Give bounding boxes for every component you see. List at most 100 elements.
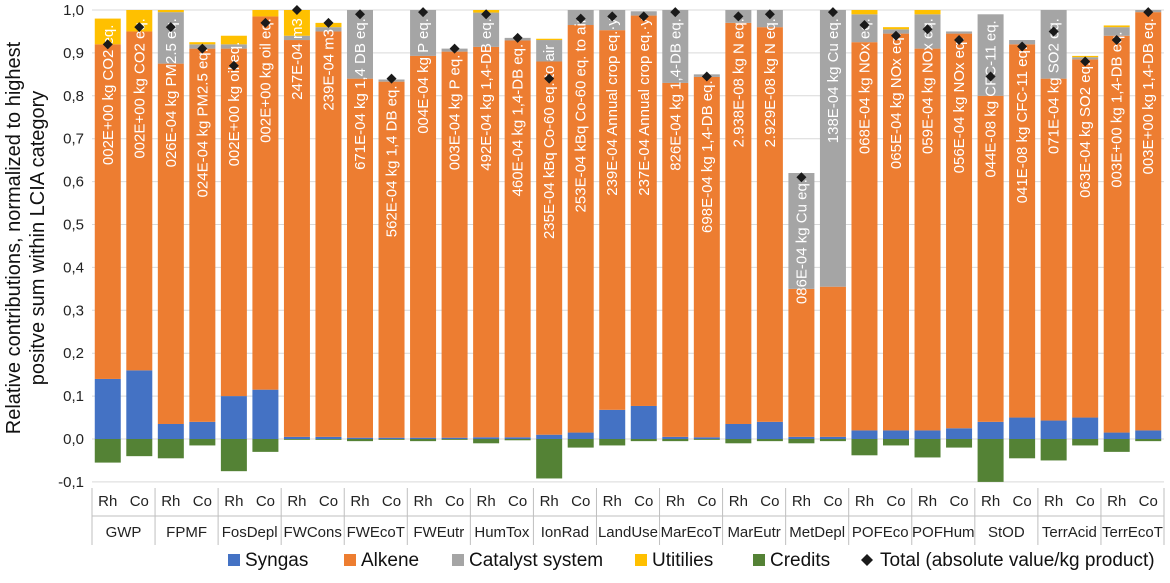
bar-segment-alkene [788, 288, 815, 437]
x-subgroup-label: Rh [855, 493, 874, 510]
bar-segment-alkene [819, 286, 846, 437]
bar-segment-utilities [1103, 25, 1130, 28]
total-marker [481, 9, 492, 20]
bar-segment-credits [599, 439, 626, 446]
bar-value-label: 041E-08 kg CFC-11 eq. [1014, 46, 1031, 203]
bar-value-label: 002E+00 kg CO2 eq. [100, 25, 117, 166]
bar-segment-credits [914, 439, 941, 458]
bar-value-label: 247E-04 m3 [289, 18, 306, 100]
bar-segment-syngas [1040, 420, 1067, 439]
bar-segment-syngas [1135, 430, 1162, 439]
bar-segment-catalyst [1103, 27, 1130, 36]
bar-segment-syngas [599, 409, 626, 439]
bar-segment-alkene [126, 31, 153, 371]
bar-segment-alkene [94, 44, 121, 379]
total-marker [1048, 26, 1059, 37]
bar-segment-alkene [252, 16, 279, 390]
x-subgroup-label: Rh [98, 493, 117, 510]
total-marker [859, 20, 870, 31]
bar-segment-syngas [662, 436, 689, 439]
x-subgroup-label: Co [1013, 493, 1032, 510]
bar-segment-syngas [851, 430, 878, 439]
x-category-label: POFEco [852, 524, 909, 541]
bar-segment-syngas [473, 437, 500, 439]
bar-segment-catalyst [536, 40, 563, 62]
bar-value-labels: 002E+00 kg CO2 eq. 002E+00 kg CO2 eq. 026E… [100, 18, 1157, 304]
bar-segment-catalyst [946, 31, 973, 34]
x-category-label: FosDepl [222, 524, 278, 541]
legend-swatch [344, 554, 356, 566]
y-tick-label: 0,3 [63, 302, 84, 319]
x-subgroup-label: Rh [1107, 493, 1126, 510]
y-tick-label: 0,1 [63, 388, 84, 405]
bar-segment-alkene [662, 82, 689, 437]
bar-segment-credits [1135, 439, 1162, 442]
bar-segment-alkene [473, 46, 500, 438]
bar-segment-alkene [914, 48, 941, 431]
x-subgroup-label: Co [256, 493, 275, 510]
bar-segment-credits [315, 439, 342, 440]
x-category-label: FPMF [166, 524, 207, 541]
total-marker [1111, 35, 1122, 46]
total-marker [607, 11, 618, 22]
bar-segment-syngas [504, 437, 531, 439]
total-marker [670, 7, 681, 18]
x-category-label: IonRad [541, 524, 589, 541]
legend-swatch [452, 554, 464, 566]
bar-segment-catalyst [283, 35, 310, 41]
bar-segment-syngas [220, 396, 247, 439]
x-subgroup-label: Rh [792, 493, 811, 510]
bar-segment-syngas [883, 430, 909, 439]
bar-segment-alkene [504, 40, 531, 438]
total-marker [701, 71, 712, 82]
bar-segment-alkene [1103, 35, 1130, 433]
bar-segment-syngas [819, 436, 846, 439]
x-subgroup-label: Co [571, 493, 590, 510]
bar-segment-credits [788, 439, 815, 444]
total-markers [102, 5, 1154, 183]
bar-segment-utilities [252, 10, 279, 17]
bar-segment-utilities [851, 10, 878, 15]
x-subgroup-label: Co [193, 493, 212, 510]
bar-segment-credits [441, 439, 468, 440]
bar-segment-syngas [189, 421, 216, 439]
total-marker [102, 39, 113, 50]
bar-segment-credits [946, 439, 973, 448]
total-marker [764, 9, 775, 20]
total-marker [197, 43, 208, 54]
bar-segment-utilities [189, 42, 216, 45]
bar-value-label: 002E+00 kg CO2 eq. [131, 18, 148, 159]
bar-segment-syngas [977, 421, 1004, 439]
bar-segment-syngas [1072, 417, 1099, 439]
x-category-label: FWEcoT [347, 524, 405, 541]
legend-label: Total (absolute value/kg product) [880, 550, 1155, 571]
bar-value-label: 068E-04 kg NOx eq. [856, 18, 873, 154]
bar-segment-catalyst [410, 10, 437, 56]
total-marker [228, 60, 239, 71]
bar-segment-alkene [220, 48, 247, 397]
bar-segment-syngas [252, 389, 279, 439]
bar-segment-credits [851, 439, 878, 456]
bar-segment-syngas [536, 434, 563, 439]
axes: -0,1 0,0 0,1 0,2 0,3 0,4 0,5 0,6 0,7 0,8 0,9 1,0 Rel… [3, 2, 1165, 545]
total-marker [134, 22, 145, 33]
bar-value-label: 492E-04 kg 1,4-DB eq. [478, 18, 495, 171]
x-subgroup-label: Co [1139, 493, 1158, 510]
x-category-label: StOD [988, 524, 1025, 541]
legend-label: Syngas [245, 550, 308, 571]
x-subgroup-label: Co [886, 493, 905, 510]
bar-value-label: 024E-04 kg PM2.5 eq. [194, 48, 211, 197]
bar-segment-catalyst [662, 10, 689, 83]
bar-segment-syngas [1103, 432, 1130, 439]
bar-segment-credits [189, 439, 216, 446]
x-subgroup-label: Rh [1044, 493, 1063, 510]
bar-value-label: 253E-04 kBq Co-60 eq. to air [573, 18, 590, 212]
legend-swatch [753, 554, 765, 566]
bar-value-label: 059E-04 kg NOx eq. [920, 18, 937, 154]
bar-segment-alkene [157, 63, 184, 424]
x-subgroup-label: Co [697, 493, 716, 510]
bar-segment-credits [1072, 439, 1099, 446]
x-subgroup-label: Rh [287, 493, 306, 510]
bar-value-label: 086E-04 kg Cu eq. [793, 179, 810, 304]
